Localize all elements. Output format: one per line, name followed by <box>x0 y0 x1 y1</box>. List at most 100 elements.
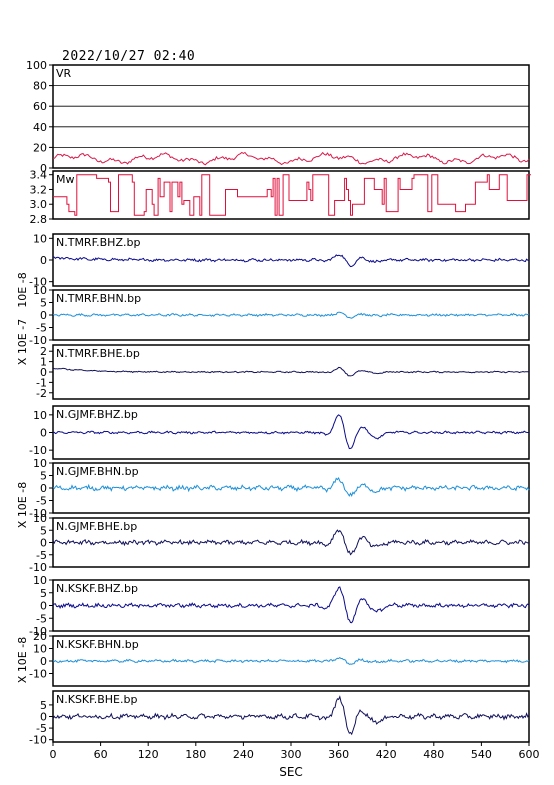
y-tick-label: 60 <box>33 100 47 113</box>
chart-timestamp: 2022/10/27 02:40 <box>62 49 196 64</box>
y-tick-label: 2.8 <box>30 213 48 226</box>
y-scale-label: X 10E -7 <box>16 319 29 365</box>
x-tick-label: 0 <box>50 748 57 761</box>
series-line-gjmf-bhz <box>52 414 530 450</box>
y-tick-label: 10 <box>33 232 47 245</box>
series-line-kskf-bhz <box>52 586 530 624</box>
panel-label: N.KSKF.BHN.bp <box>56 638 139 651</box>
y-scale-label: X 10E -8 <box>16 482 29 528</box>
y-tick-label: 1 <box>40 356 47 369</box>
x-tick-label: 420 <box>376 748 397 761</box>
y-tick-label: -5 <box>36 495 47 508</box>
y-tick-label: 20 <box>33 630 47 643</box>
y-tick-label: 0 <box>40 600 47 613</box>
y-tick-label: 0 <box>40 655 47 668</box>
series-line-vr <box>52 151 530 166</box>
y-tick-label: 0 <box>40 427 47 440</box>
y-tick-label: 3.2 <box>30 183 48 196</box>
y-tick-label: 10 <box>33 284 47 297</box>
y-tick-label: 5 <box>40 297 47 310</box>
panel-tmrf-bhe: 210-1-2 N.TMRF.BHE.bp <box>36 344 530 400</box>
y-tick-label: 5 <box>40 524 47 537</box>
y-tick-label: 40 <box>33 121 47 134</box>
y-tick-label: -10 <box>29 444 47 457</box>
x-tick-label: 60 <box>94 748 108 761</box>
y-tick-label: 80 <box>33 80 47 93</box>
series-line-kskf-bhn <box>52 656 530 665</box>
panel-label: N.KSKF.BHE.bp <box>56 693 137 706</box>
y-tick-label: 0 <box>40 162 47 175</box>
panel-frame <box>52 170 530 220</box>
y-scale-label: X 10E -8 <box>16 637 29 683</box>
x-tick-label: 360 <box>328 748 349 761</box>
y-tick-label: 10 <box>33 457 47 470</box>
y-tick-label: -5 <box>36 322 47 335</box>
y-tick-label: 5 <box>40 587 47 600</box>
y-tick-label: -10 <box>29 561 47 574</box>
y-tick-label: -10 <box>29 734 47 747</box>
series-line-tmrf-bhe <box>52 366 530 377</box>
y-tick-label: 3.4 <box>30 169 48 182</box>
panel-label: N.GJMF.BHZ.bp <box>56 408 138 421</box>
y-tick-label: 10 <box>33 574 47 587</box>
y-tick-label: -10 <box>29 668 47 681</box>
series-line-gjmf-bhn <box>52 476 530 497</box>
y-tick-label: 5 <box>40 470 47 483</box>
series-line-gjmf-bhe <box>52 529 530 556</box>
y-tick-label: 0 <box>40 366 47 379</box>
panel-label: N.TMRF.BHN.bp <box>56 292 141 305</box>
y-tick-label: 10 <box>33 643 47 656</box>
x-tick-label: 120 <box>138 748 159 761</box>
x-axis-label: SEC <box>279 765 303 779</box>
series-line-tmrf-bhn <box>52 311 530 319</box>
x-tick-label: 240 <box>233 748 254 761</box>
x-tick-label: 480 <box>423 748 444 761</box>
panel-label: N.TMRF.BHE.bp <box>56 347 140 360</box>
panel-kskf-bhe: 50-5-10 N.KSKF.BHE.bp <box>29 690 530 747</box>
y-tick-label: 10 <box>33 409 47 422</box>
panel-label: VR <box>56 67 72 80</box>
x-tick-label: 540 <box>471 748 492 761</box>
series-line-tmrf-bhz <box>52 254 530 268</box>
y-tick-label: 0 <box>40 537 47 550</box>
panel-tmrf-bhz: 10 0 -10 N.TMRF.BHZ.bp <box>29 232 530 289</box>
y-tick-label: 3.0 <box>30 198 48 211</box>
y-tick-label: 0 <box>40 711 47 724</box>
x-tick-label: 300 <box>281 748 302 761</box>
series-line-kskf-bhe <box>52 695 530 736</box>
panel-gjmf-bhz: 10 0 -10 N.GJMF.BHZ.bp <box>29 405 530 460</box>
y-tick-label: -5 <box>36 612 47 625</box>
panel-label: N.KSKF.BHZ.bp <box>56 582 138 595</box>
y-tick-label: 5 <box>40 699 47 712</box>
y-tick-label: 0 <box>40 309 47 322</box>
y-tick-label: -1 <box>36 376 47 389</box>
series-line-mw <box>53 174 531 216</box>
x-tick-label: 600 <box>519 748 540 761</box>
y-tick-label: -10 <box>29 507 47 520</box>
y-tick-label: 2 <box>40 345 47 358</box>
x-tick-label: 180 <box>185 748 206 761</box>
y-tick-label: -2 <box>36 387 47 400</box>
y-tick-label: -10 <box>29 276 47 289</box>
y-tick-label: -5 <box>36 722 47 735</box>
y-tick-label: -10 <box>29 334 47 347</box>
panel-label: Mw <box>56 173 75 186</box>
panel-frame <box>52 64 530 169</box>
panel-label: N.GJMF.BHE.bp <box>56 520 137 533</box>
y-scale-label: 10E -8 <box>16 272 29 307</box>
y-tick-label: 0 <box>40 482 47 495</box>
panel-label: N.GJMF.BHN.bp <box>56 465 139 478</box>
y-tick-label: -10 <box>29 625 47 638</box>
panel-mw: 3.43.2 3.0 2.8 Mw <box>30 169 531 226</box>
y-tick-label: 0 <box>40 254 47 267</box>
panel-label: N.TMRF.BHZ.bp <box>56 236 140 249</box>
panel-vr: 100 80 60 40 20 0 VR <box>26 59 530 175</box>
y-tick-label: 10 <box>33 512 47 525</box>
y-tick-label: 20 <box>33 141 47 154</box>
